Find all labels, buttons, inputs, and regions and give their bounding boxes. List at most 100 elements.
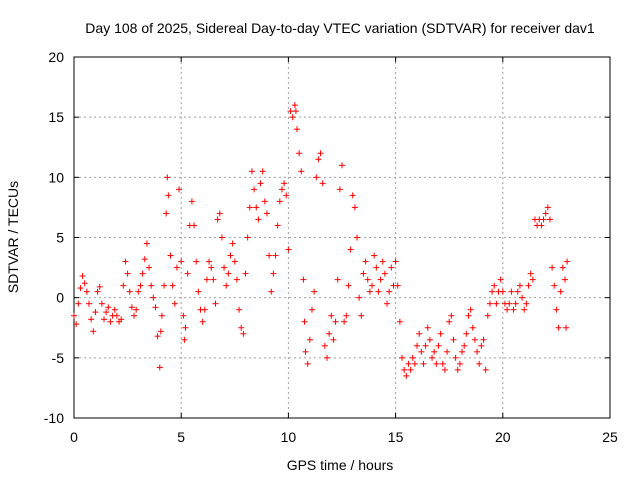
data-point [88,316,95,323]
chart-title: Day 108 of 2025, Sidereal Day-to-day VTE… [85,20,595,36]
data-point [435,342,442,349]
data-point [266,252,273,259]
x-tick-label: 10 [281,429,297,445]
data-point [467,306,474,313]
data-point [75,300,82,307]
data-point [371,252,378,259]
data-point [328,312,335,319]
data-point [188,198,195,205]
data-point [559,264,566,271]
data-point [81,280,88,287]
data-point [181,336,188,343]
data-point [377,276,384,283]
data-point [248,168,255,175]
data-point [77,285,84,292]
data-point [272,252,279,259]
data-point [486,300,493,307]
data-point [375,288,382,295]
data-point [218,234,225,241]
data-point [358,312,365,319]
data-point [349,192,356,199]
data-point [461,342,468,349]
data-point [86,300,93,307]
data-point [120,282,127,289]
data-point [519,294,526,301]
axis-ticks: 0 5 10 15 20 25 -10 -5 0 5 10 15 20 [44,49,618,445]
data-point [465,312,472,319]
data-point [463,330,470,337]
data-point [446,318,453,325]
data-point [431,348,438,355]
data-point [79,273,86,280]
data-point [424,324,431,331]
data-point [143,240,150,247]
x-tick-label: 25 [602,429,618,445]
data-point [356,294,363,301]
x-axis-label: GPS time / hours [287,457,394,473]
data-point [504,306,511,313]
data-point [561,276,568,283]
data-point [167,252,174,259]
data-point [105,304,112,311]
x-tick-label: 20 [495,429,511,445]
data-point [223,282,230,289]
data-point [163,210,170,217]
data-point [343,312,350,319]
data-point [469,324,476,331]
data-point [544,204,551,211]
data-point [452,354,459,361]
data-point [551,282,558,289]
data-point [448,312,455,319]
data-point [156,364,163,371]
y-tick-label: 0 [56,290,64,306]
data-point [433,360,440,367]
data-point [210,276,217,283]
data-point [540,216,547,223]
x-tick-label: 5 [177,429,185,445]
data-point [508,288,515,295]
data-point [326,330,333,337]
data-point [418,348,425,355]
data-point [158,312,165,319]
data-point [103,309,110,316]
data-point [422,342,429,349]
data-point [300,276,307,283]
data-point [416,330,423,337]
data-point [94,288,101,295]
data-point [304,360,311,367]
data-point [137,282,144,289]
data-point [285,246,292,253]
data-point [201,306,208,313]
data-point [456,360,463,367]
data-point [255,216,262,223]
y-axis-label: SDTVAR / TECUs [5,181,21,293]
data-point [111,306,118,313]
y-tick-label: 15 [48,109,64,125]
data-point [171,300,178,307]
data-point [332,318,339,325]
data-point [420,360,427,367]
data-point [206,258,213,265]
data-point [549,264,556,271]
data-point [73,321,80,328]
data-point [221,264,228,271]
data-point [396,318,403,325]
data-point [161,282,168,289]
data-point [450,336,457,343]
data-point [98,300,105,307]
data-point [184,270,191,277]
data-point [293,126,300,133]
data-point [291,102,298,109]
data-point [164,174,171,181]
data-point [525,282,532,289]
data-point [388,264,395,271]
data-point [471,336,478,343]
data-point [364,276,371,283]
data-point [459,348,466,355]
x-tick-label: 0 [70,429,78,445]
data-point [107,318,114,325]
data-point [141,256,148,263]
data-point [497,276,504,283]
data-point [208,264,215,271]
data-point [199,318,206,325]
